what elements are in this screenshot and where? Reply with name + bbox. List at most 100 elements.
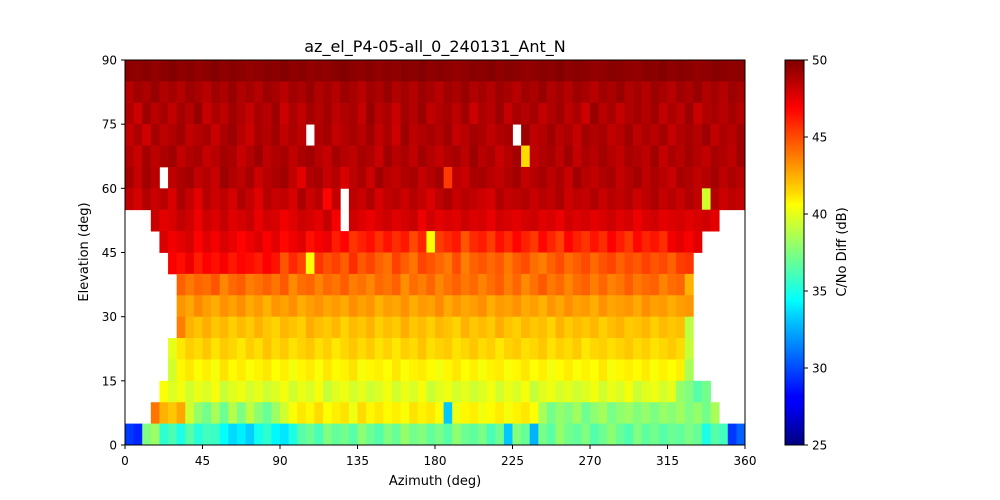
- heatmap-cell: [193, 81, 203, 104]
- heatmap-cell: [581, 145, 591, 168]
- heatmap-cell: [314, 402, 324, 425]
- heatmap-cell: [426, 316, 436, 339]
- heatmap-cell: [357, 102, 367, 125]
- heatmap-cell: [323, 124, 333, 146]
- heatmap-cell: [598, 166, 608, 189]
- heatmap-cell: [486, 402, 496, 425]
- heatmap-cell: [615, 316, 625, 339]
- heatmap-cell: [667, 188, 677, 211]
- heatmap-cell: [572, 188, 582, 211]
- heatmap-cell: [314, 423, 324, 446]
- heatmap-cell: [193, 166, 203, 189]
- heatmap-cell: [719, 145, 729, 168]
- heatmap-cell: [254, 252, 264, 275]
- heatmap-cell: [245, 338, 255, 360]
- heatmap-cell: [331, 273, 341, 296]
- heatmap-cell: [340, 380, 350, 403]
- heatmap-cell: [133, 60, 143, 82]
- heatmap-cell: [409, 145, 419, 168]
- heatmap-cell: [391, 359, 401, 382]
- heatmap-cell: [572, 338, 582, 360]
- heatmap-cell: [693, 423, 703, 446]
- heatmap-cell: [555, 188, 565, 211]
- heatmap-cell: [435, 359, 445, 382]
- heatmap-cell: [280, 359, 290, 382]
- heatmap-cell: [331, 209, 341, 232]
- heatmap-cell: [658, 209, 668, 232]
- heatmap-cell: [658, 81, 668, 104]
- heatmap-cell: [176, 423, 186, 446]
- heatmap-cell: [435, 231, 445, 253]
- heatmap-cell: [590, 295, 600, 318]
- heatmap-cell: [521, 231, 531, 253]
- heatmap-cell: [357, 338, 367, 360]
- heatmap-cell: [288, 380, 298, 403]
- heatmap-cell: [236, 209, 246, 232]
- heatmap-cell: [426, 124, 436, 146]
- heatmap-cell: [727, 102, 737, 125]
- heatmap-cell: [271, 102, 281, 125]
- heatmap-cell: [564, 273, 574, 296]
- heatmap-cell: [521, 124, 531, 146]
- heatmap-cell: [503, 316, 513, 339]
- heatmap-cell: [236, 188, 246, 211]
- heatmap-cell: [340, 145, 350, 168]
- heatmap-cell: [633, 231, 643, 253]
- heatmap-cell: [159, 145, 169, 168]
- heatmap-cell: [305, 145, 315, 168]
- heatmap-cell: [495, 423, 505, 446]
- heatmap-cell: [452, 380, 462, 403]
- heatmap-cell: [366, 316, 376, 339]
- heatmap-cell: [366, 295, 376, 318]
- heatmap-cell: [391, 209, 401, 232]
- heatmap-cell: [572, 380, 582, 403]
- heatmap-cell: [650, 359, 660, 382]
- heatmap-cell: [340, 81, 350, 104]
- heatmap-cell: [521, 166, 531, 189]
- heatmap-cell: [228, 316, 238, 339]
- heatmap-cell: [168, 423, 178, 446]
- heatmap-cell: [478, 338, 488, 360]
- heatmap-cell: [658, 316, 668, 339]
- heatmap-cell: [297, 124, 307, 146]
- heatmap-cell: [443, 81, 453, 104]
- heatmap-cell: [684, 316, 694, 339]
- heatmap-cell: [305, 231, 315, 253]
- heatmap-cell: [435, 145, 445, 168]
- heatmap-cell: [280, 188, 290, 211]
- heatmap-cell: [478, 166, 488, 189]
- heatmap-cell: [607, 295, 617, 318]
- heatmap-cell: [624, 166, 634, 189]
- heatmap-cell: [202, 338, 212, 360]
- heatmap-cell: [219, 209, 229, 232]
- heatmap-cell: [417, 166, 427, 189]
- heatmap-cell: [719, 60, 729, 82]
- heatmap-cell: [409, 60, 419, 82]
- heatmap-cell: [650, 81, 660, 104]
- heatmap-cell: [245, 380, 255, 403]
- heatmap-cell: [271, 124, 281, 146]
- heatmap-cell: [391, 380, 401, 403]
- heatmap-cell: [357, 60, 367, 82]
- heatmap-cell: [469, 380, 479, 403]
- heatmap-cell: [348, 316, 358, 339]
- heatmap-cell: [478, 252, 488, 275]
- heatmap-cell: [546, 380, 556, 403]
- heatmap-cell: [426, 60, 436, 82]
- heatmap-cell: [572, 359, 582, 382]
- heatmap-cell: [133, 166, 143, 189]
- heatmap-cell: [159, 402, 169, 425]
- heatmap-cell: [701, 209, 711, 232]
- heatmap-cell: [435, 209, 445, 232]
- heatmap-cell: [486, 359, 496, 382]
- heatmap-cell: [710, 188, 720, 211]
- heatmap-cell: [262, 359, 272, 382]
- heatmap-cell: [503, 423, 513, 446]
- heatmap-cell: [486, 252, 496, 275]
- heatmap-cell: [486, 295, 496, 318]
- heatmap-cell: [452, 359, 462, 382]
- heatmap-cell: [719, 188, 729, 211]
- heatmap-cell: [495, 188, 505, 211]
- heatmap-cell: [409, 102, 419, 125]
- heatmap-cell: [598, 295, 608, 318]
